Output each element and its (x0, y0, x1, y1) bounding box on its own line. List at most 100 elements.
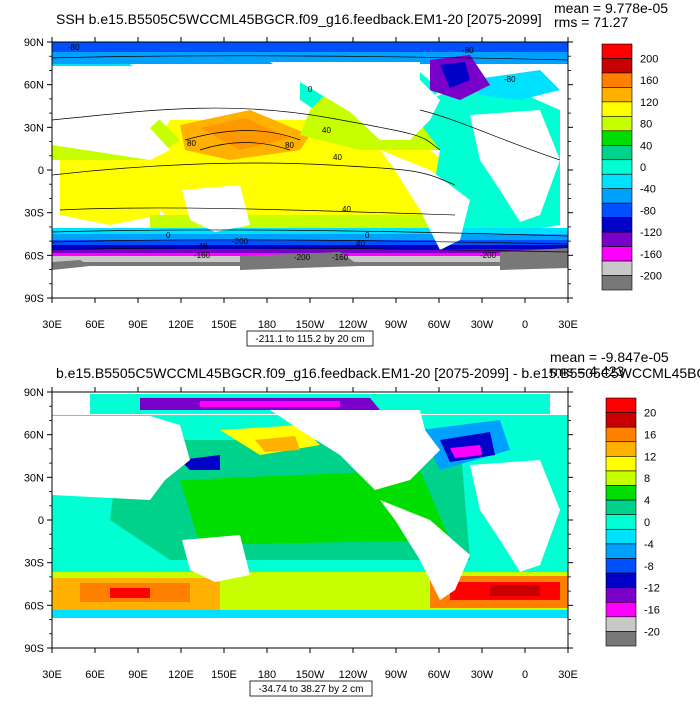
colorbar-swatch (605, 412, 637, 428)
lon-label: 90W (385, 319, 408, 331)
colorbar-label: -4 (644, 539, 654, 551)
colorbar-swatch (601, 130, 633, 146)
lon-label: 90E (128, 669, 148, 681)
colorbar-label: -8 (644, 561, 654, 573)
contour-label: -160 (194, 251, 211, 260)
lon-label: 90E (128, 319, 148, 331)
colorbar-swatch (601, 246, 633, 262)
colorbar-label: -160 (640, 249, 662, 261)
contour-label: -200 (294, 253, 311, 262)
colorbar-swatch (605, 558, 637, 574)
contour-label: -80 (504, 75, 516, 84)
colorbar-swatch (605, 470, 637, 486)
lat-label: 30S (24, 558, 44, 570)
lon-label: 0 (522, 669, 528, 681)
diff-range-box (249, 680, 373, 697)
lat-label: 90N (24, 37, 44, 49)
panel-diff: b.e15.B5505C5WCCML45BGCR.f09_g16.feedbac… (24, 349, 700, 697)
lon-label: 30W (471, 319, 494, 331)
colorbar-swatch (601, 116, 633, 132)
contour-label: 80 (187, 139, 196, 148)
colorbar-swatch (605, 397, 637, 413)
panel-ssh-title: SSH b.e15.B5505C5WCCML45BGCR.f09_g16.fee… (56, 11, 542, 27)
colorbar-swatch (601, 87, 633, 103)
lat-label: 60N (24, 80, 44, 92)
lon-label: 120E (168, 669, 194, 681)
lon-label: 30E (42, 669, 62, 681)
contour-label: 0 (365, 231, 370, 240)
colorbar-label: 40 (640, 140, 652, 152)
contour-label: -160 (332, 253, 349, 262)
diff-colorbar: 20 16 12 8 4 0 -4 -8 -12 -16 -20 (605, 397, 660, 647)
colorbar-swatch (605, 601, 637, 618)
lat-label: 0 (38, 515, 44, 527)
panel-ssh-mean: mean = 9.778e-05 (554, 0, 668, 16)
colorbar-label: 80 (640, 119, 652, 131)
colorbar-swatch (601, 217, 633, 233)
colorbar-label: 16 (644, 429, 656, 441)
contour-label: 40 (342, 205, 351, 214)
panel-ssh-rms: rms = 71.27 (554, 14, 629, 30)
lat-label: 90S (24, 643, 44, 655)
colorbar-swatch (605, 543, 637, 559)
ssh-lon-axis: 30E 60E 90E 120E 150E 180 150W 120W 90W 60W 30W 0 30… (42, 37, 578, 331)
lon-label: 180 (258, 669, 276, 681)
lon-label: 90W (385, 669, 408, 681)
colorbar-swatch (605, 616, 637, 632)
lon-label: 150W (296, 319, 325, 331)
colorbar-swatch (605, 426, 637, 443)
colorbar-label: 120 (640, 97, 658, 109)
diff-lat-axis: 90N 60N 30N 0 30S 60S 90S (24, 387, 573, 655)
contour-label: -80 (68, 43, 80, 52)
colorbar-label: 12 (644, 451, 656, 463)
contour-label: 0 (166, 231, 171, 240)
colorbar-swatch (601, 43, 633, 59)
lon-label: 30W (471, 669, 494, 681)
colorbar-swatch (605, 456, 637, 472)
lat-label: 30N (24, 122, 44, 134)
ssh-lat-axis: 90N 60N 30N 0 30S 60S 90S (24, 37, 573, 305)
contour-label: 80 (285, 141, 294, 150)
colorbar-label: 200 (640, 53, 658, 65)
ssh-contours (52, 55, 568, 253)
colorbar-swatch (605, 587, 637, 603)
lat-label: 90N (24, 387, 44, 399)
colorbar-label: -200 (640, 271, 662, 283)
colorbar-swatch (605, 441, 637, 457)
colorbar-label: 160 (640, 75, 658, 87)
lon-label: 120W (339, 319, 368, 331)
contour-label: 40 (333, 153, 342, 162)
colorbar-label: -12 (644, 583, 660, 595)
colorbar-label: 8 (644, 473, 650, 485)
lat-label: 30S (24, 208, 44, 220)
colorbar-swatch (601, 101, 633, 117)
panel-diff-title: b.e15.B5505C5WCCML45BGCR.f09_g16.feedbac… (56, 365, 700, 381)
lat-label: 60N (24, 430, 44, 442)
lon-label: 150E (211, 669, 237, 681)
lon-label: 60E (85, 319, 105, 331)
diff-range-text: -34.74 to 38.27 by 2 cm (258, 684, 363, 695)
colorbar-swatch (605, 514, 637, 530)
contour-label: -200 (232, 237, 249, 246)
lon-label: 120E (168, 319, 194, 331)
lon-label: 120W (339, 669, 368, 681)
lat-label: 30N (24, 472, 44, 484)
lon-label: 30E (558, 319, 578, 331)
lon-label: 60E (85, 669, 105, 681)
lon-label: 150W (296, 669, 325, 681)
ssh-range-text: -211.1 to 115.2 by 20 cm (255, 334, 364, 345)
contour-label: -200 (480, 251, 497, 260)
lon-label: 180 (258, 319, 276, 331)
lat-label: 0 (38, 165, 44, 177)
colorbar-swatch (601, 159, 633, 175)
colorbar-swatch (601, 72, 633, 88)
lat-label: 60S (24, 250, 44, 262)
panel-ssh: SSH b.e15.B5505C5WCCML45BGCR.f09_g16.fee… (24, 0, 668, 347)
panel-diff-rms: rms = 4.423 (550, 363, 625, 379)
ssh-contour-labels: -80 -80 -80 0 40 80 80 40 40 0 0 40 -40 … (68, 43, 516, 262)
ssh-map-field (52, 42, 568, 298)
contour-label: -80 (462, 46, 474, 55)
ssh-range-box (246, 330, 374, 347)
colorbar-swatch (601, 202, 633, 218)
